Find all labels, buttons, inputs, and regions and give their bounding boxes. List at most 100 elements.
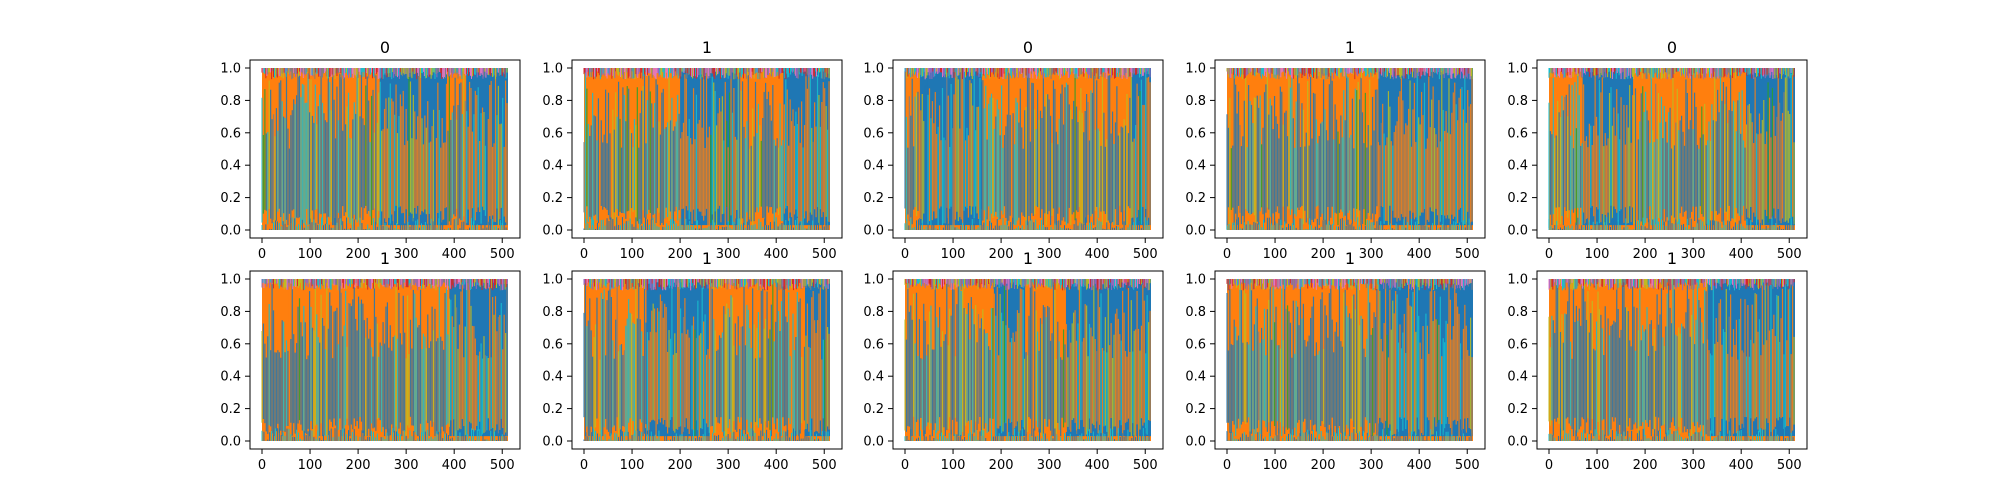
x-tick-label: 200 [346, 458, 371, 473]
x-tick-label: 0 [258, 247, 266, 262]
y-tick-label: 0.4 [542, 370, 563, 385]
x-tick-label: 100 [620, 458, 645, 473]
y-tick-label: 0.4 [542, 159, 563, 174]
plot-area [904, 68, 1151, 230]
y-tick-label: 0.2 [220, 191, 241, 206]
x-tick-label: 500 [1455, 247, 1480, 262]
y-tick-label: 0.0 [220, 435, 241, 450]
subplot: 0.0 0.2 0.4 0.6 0.8 1.0 0 100 200 300 400 500 1 [542, 249, 843, 473]
x-tick-label: 200 [668, 247, 693, 262]
y-tick-label: 1.0 [1185, 62, 1206, 77]
x-tick-label: 0 [1223, 247, 1231, 262]
x-tick-label: 300 [1359, 247, 1384, 262]
plot-area [1226, 279, 1473, 441]
x-tick-label: 300 [716, 247, 741, 262]
y-tick-label: 0.2 [1185, 191, 1206, 206]
series-baseline [262, 436, 508, 441]
series-orange-band [737, 68, 784, 230]
subplot: 0.0 0.2 0.4 0.6 0.8 1.0 0 100 200 300 400 500 0 [1507, 38, 1808, 262]
subplot-title: 0 [1023, 38, 1033, 57]
series-orange-band [1025, 279, 1066, 441]
y-tick-label: 0.8 [1507, 94, 1528, 109]
y-tick-label: 0.8 [863, 305, 884, 320]
subplot-title: 1 [1023, 249, 1033, 268]
subplot-title: 0 [380, 38, 390, 57]
y-tick-label: 1.0 [1507, 62, 1528, 77]
x-tick-label: 400 [442, 458, 467, 473]
x-tick-label: 400 [1407, 247, 1432, 262]
subplot: 0.0 0.2 0.4 0.6 0.8 1.0 0 100 200 300 400 500 0 [220, 38, 521, 262]
y-tick-label: 0.0 [1507, 224, 1528, 239]
y-tick-label: 0.4 [220, 159, 241, 174]
x-tick-label: 300 [1037, 458, 1062, 473]
x-tick-label: 200 [989, 247, 1014, 262]
y-tick-label: 0.2 [542, 191, 563, 206]
plot-area [583, 279, 830, 441]
subplot-title: 1 [1345, 38, 1355, 57]
y-tick-label: 0.0 [542, 435, 563, 450]
axes-frame [249, 270, 521, 450]
y-tick-label: 0.8 [220, 305, 241, 320]
y-tick-label: 0.6 [863, 126, 884, 141]
y-tick-label: 0.6 [863, 337, 884, 352]
axes-frame [1536, 59, 1808, 239]
y-tick-label: 0.4 [1507, 159, 1528, 174]
x-tick-label: 0 [258, 458, 266, 473]
x-tick-label: 400 [764, 247, 789, 262]
plot-area [1548, 68, 1795, 230]
y-tick-label: 0.6 [1185, 126, 1206, 141]
series-orange-band [1227, 68, 1379, 230]
x-tick-label: 100 [941, 247, 966, 262]
x-tick-label: 400 [1085, 458, 1110, 473]
y-tick-label: 0.0 [220, 224, 241, 239]
y-tick-label: 0.2 [1507, 191, 1528, 206]
x-tick-label: 200 [1311, 247, 1336, 262]
x-tick-label: 100 [620, 247, 645, 262]
plot-area [904, 279, 1151, 441]
x-tick-label: 500 [812, 247, 837, 262]
subplot: 0.0 0.2 0.4 0.6 0.8 1.0 0 100 200 300 400 500 1 [220, 249, 521, 473]
y-tick-label: 0.8 [542, 305, 563, 320]
x-tick-label: 300 [716, 458, 741, 473]
series-orange-band [1227, 279, 1379, 441]
y-tick-label: 0.4 [1185, 159, 1206, 174]
subplot-title: 0 [1667, 38, 1677, 57]
x-tick-label: 100 [298, 247, 323, 262]
x-tick-label: 100 [941, 458, 966, 473]
x-tick-label: 500 [1777, 247, 1802, 262]
axes-frame [571, 59, 843, 239]
x-tick-label: 0 [901, 247, 909, 262]
x-tick-label: 500 [1133, 458, 1158, 473]
y-tick-label: 0.0 [542, 224, 563, 239]
x-tick-label: 400 [1729, 247, 1754, 262]
y-tick-label: 0.2 [863, 191, 884, 206]
x-tick-label: 100 [1585, 247, 1610, 262]
y-tick-label: 0.2 [863, 402, 884, 417]
axes-frame [1214, 59, 1486, 239]
x-tick-label: 100 [298, 458, 323, 473]
axes-frame [892, 270, 1164, 450]
x-tick-label: 300 [394, 247, 419, 262]
y-tick-label: 0.8 [542, 94, 563, 109]
x-tick-label: 0 [901, 458, 909, 473]
x-tick-label: 400 [1085, 247, 1110, 262]
plot-area [261, 279, 508, 441]
x-tick-label: 0 [580, 247, 588, 262]
x-tick-label: 200 [1633, 247, 1658, 262]
y-tick-label: 0.8 [1185, 94, 1206, 109]
x-tick-label: 500 [1133, 247, 1158, 262]
y-tick-label: 0.8 [863, 94, 884, 109]
y-tick-label: 0.6 [220, 337, 241, 352]
y-tick-label: 0.6 [542, 337, 563, 352]
subplot: 0.0 0.2 0.4 0.6 0.8 1.0 0 100 200 300 400 500 1 [1185, 38, 1486, 262]
y-tick-label: 1.0 [542, 273, 563, 288]
y-tick-label: 0.0 [863, 435, 884, 450]
x-tick-label: 400 [442, 247, 467, 262]
subplot: 0.0 0.2 0.4 0.6 0.8 1.0 0 100 200 300 400 500 1 [542, 38, 843, 262]
y-tick-label: 0.6 [1507, 126, 1528, 141]
series-baseline [584, 225, 830, 230]
y-tick-label: 0.2 [542, 402, 563, 417]
plot-area [1226, 68, 1473, 230]
y-tick-label: 0.8 [220, 94, 241, 109]
x-tick-label: 0 [580, 458, 588, 473]
